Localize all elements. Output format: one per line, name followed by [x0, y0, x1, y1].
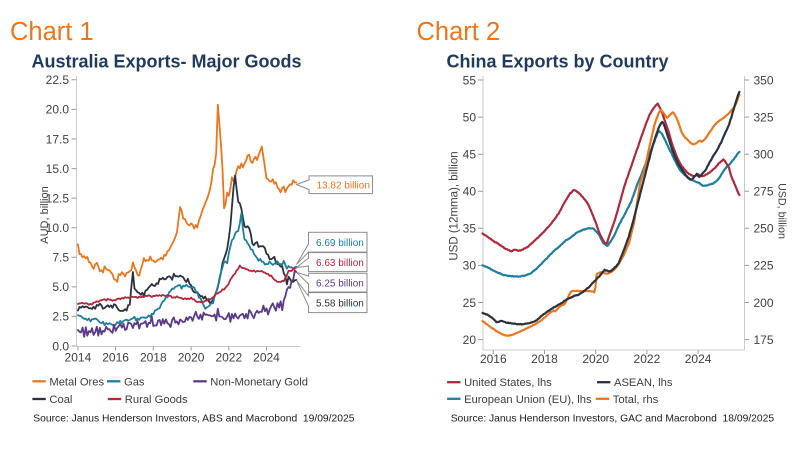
svg-text:325: 325: [754, 110, 774, 124]
svg-text:Chart 2: Chart 2: [417, 18, 501, 46]
svg-text:6.69 billion: 6.69 billion: [316, 238, 364, 249]
svg-text:225: 225: [754, 259, 774, 273]
svg-text:7.5: 7.5: [52, 251, 69, 265]
svg-text:European Union (EU), lhs: European Union (EU), lhs: [464, 394, 592, 406]
svg-text:2016: 2016: [102, 351, 129, 365]
svg-text:20.0: 20.0: [46, 103, 70, 117]
svg-text:350: 350: [754, 73, 774, 87]
svg-text:Source: Janus Henderson Invest: Source: Janus Henderson Investors, GAC a…: [451, 413, 775, 424]
svg-text:17.5: 17.5: [46, 132, 70, 146]
svg-text:2022: 2022: [215, 351, 242, 365]
svg-text:2020: 2020: [582, 352, 609, 366]
svg-text:2016: 2016: [480, 352, 507, 366]
svg-text:2018: 2018: [531, 352, 558, 366]
svg-text:15.0: 15.0: [46, 162, 70, 176]
svg-text:Coal: Coal: [49, 394, 72, 406]
svg-text:250: 250: [754, 222, 774, 236]
svg-text:40: 40: [463, 185, 477, 199]
svg-text:2.5: 2.5: [52, 310, 69, 324]
svg-text:Non-Monetary Gold: Non-Monetary Gold: [210, 376, 308, 388]
svg-text:2020: 2020: [178, 351, 205, 365]
svg-text:Australia Exports- Major Goods: Australia Exports- Major Goods: [32, 52, 302, 72]
svg-text:Rural Goods: Rural Goods: [125, 394, 188, 406]
svg-text:300: 300: [754, 148, 774, 162]
svg-text:2022: 2022: [634, 352, 661, 366]
svg-text:5.0: 5.0: [52, 280, 69, 294]
svg-text:2018: 2018: [140, 351, 167, 365]
svg-text:Metal Ores: Metal Ores: [49, 376, 104, 388]
svg-text:50: 50: [463, 110, 477, 124]
svg-text:USD (12mma), billion: USD (12mma), billion: [449, 151, 461, 260]
svg-text:55: 55: [463, 73, 477, 87]
svg-text:AUD, billion: AUD, billion: [39, 186, 51, 243]
svg-text:30: 30: [463, 259, 477, 273]
svg-text:12.5: 12.5: [46, 191, 70, 205]
svg-text:6.25 billion: 6.25 billion: [316, 279, 364, 290]
svg-text:Gas: Gas: [124, 376, 145, 388]
svg-text:20: 20: [463, 333, 477, 347]
svg-text:10.0: 10.0: [46, 221, 70, 235]
svg-text:35: 35: [463, 222, 477, 236]
svg-text:ASEAN, lhs: ASEAN, lhs: [614, 377, 673, 389]
svg-text:United States, lhs: United States, lhs: [464, 377, 552, 389]
svg-text:200: 200: [754, 296, 774, 310]
svg-text:USD, billion: USD, billion: [776, 183, 788, 239]
svg-text:25: 25: [463, 296, 477, 310]
svg-text:2014: 2014: [65, 351, 92, 365]
svg-text:13.82 billion: 13.82 billion: [317, 181, 370, 192]
svg-text:22.5: 22.5: [46, 73, 70, 87]
svg-text:Total, rhs: Total, rhs: [613, 394, 659, 406]
svg-text:5.58 billion: 5.58 billion: [316, 299, 364, 310]
svg-text:2024: 2024: [253, 351, 280, 365]
svg-text:45: 45: [463, 148, 477, 162]
svg-text:275: 275: [754, 185, 774, 199]
svg-text:Chart 1: Chart 1: [10, 18, 94, 46]
svg-text:China Exports by Country: China Exports by Country: [447, 52, 669, 72]
svg-text:2024: 2024: [685, 352, 712, 366]
svg-text:0.0: 0.0: [52, 339, 69, 353]
svg-text:Source: Janus Henderson Invest: Source: Janus Henderson Investors, ABS a…: [33, 414, 354, 425]
svg-text:6.63 billion: 6.63 billion: [316, 258, 364, 269]
svg-text:175: 175: [754, 333, 774, 347]
